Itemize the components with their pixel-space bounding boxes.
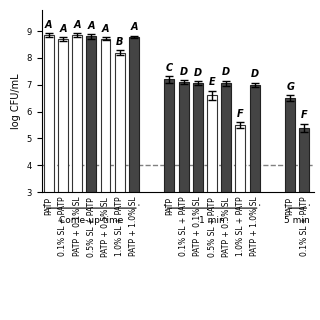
Text: E: E — [209, 77, 215, 87]
Text: F: F — [237, 109, 244, 119]
Bar — [58, 39, 68, 272]
Text: C: C — [166, 63, 173, 73]
Bar — [129, 37, 139, 272]
Bar — [221, 84, 231, 272]
Text: 5 min: 5 min — [284, 216, 310, 225]
Text: F: F — [301, 110, 308, 120]
Text: D: D — [251, 69, 259, 79]
Bar — [207, 95, 217, 272]
Text: A: A — [130, 22, 138, 32]
Text: D: D — [180, 67, 188, 77]
Text: A: A — [45, 20, 52, 30]
Bar — [115, 52, 125, 272]
Bar — [250, 85, 260, 272]
Text: A: A — [88, 20, 95, 30]
Text: 1 min: 1 min — [199, 216, 225, 225]
Text: A: A — [73, 20, 81, 30]
Bar — [193, 84, 203, 272]
Text: A: A — [102, 24, 109, 34]
Text: Come-up time: Come-up time — [59, 216, 124, 225]
Y-axis label: log CFU/mL: log CFU/mL — [11, 73, 21, 129]
Bar — [86, 36, 96, 272]
Text: D: D — [194, 68, 202, 78]
Bar — [44, 35, 54, 272]
Text: D: D — [222, 68, 230, 77]
Bar — [285, 98, 295, 272]
Text: A: A — [59, 24, 67, 34]
Bar — [179, 82, 188, 272]
Bar — [100, 39, 110, 272]
Bar — [164, 79, 174, 272]
Text: B: B — [116, 37, 124, 47]
Bar — [236, 125, 245, 272]
Text: G: G — [286, 82, 294, 92]
Bar — [72, 35, 82, 272]
Bar — [300, 128, 309, 272]
